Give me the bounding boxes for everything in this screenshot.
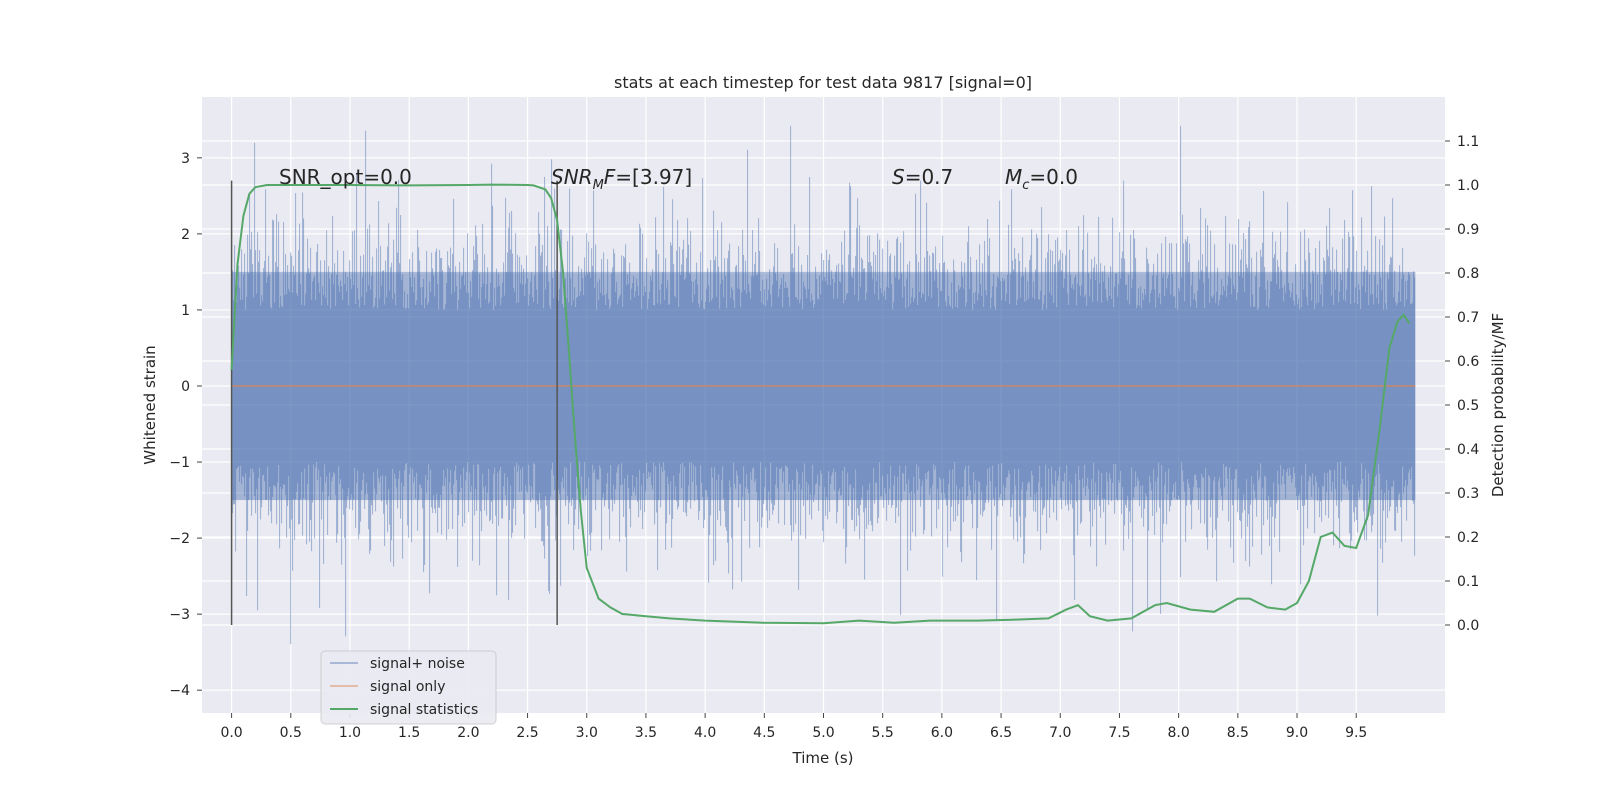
x-tick-label: 0.5 [280, 725, 302, 741]
y-left-tick-label: 2 [181, 227, 190, 243]
x-tick-label: 9.0 [1286, 725, 1308, 741]
y-right-tick-label: 0.6 [1457, 354, 1479, 370]
annotation-s: S=0.7 [892, 165, 953, 189]
y-left-tick-label: 3 [181, 151, 190, 167]
y-right-tick-label: 0.8 [1457, 266, 1479, 282]
y-right-tick-labels: 1.1 1.0 0.9 0.8 0.7 0.6 0.5 0.4 0.3 0.2 0.1 0.0 [1445, 134, 1479, 634]
x-tick-label: 5.5 [872, 725, 894, 741]
y-right-tick-label: 0.3 [1457, 486, 1479, 502]
x-tick-label: 7.0 [1049, 725, 1071, 741]
x-tick-label: 8.0 [1168, 725, 1190, 741]
y-left-tick-label: 0 [181, 379, 190, 395]
y-right-tick-label: 0.4 [1457, 442, 1479, 458]
y-right-tick-label: 1.0 [1457, 178, 1479, 194]
x-tick-label: 0.0 [220, 725, 242, 741]
x-tick-labels: 0.0 0.5 1.0 1.5 2.0 2.5 3.0 3.5 4.0 4.5 5.0 5.5 6.0 6… [220, 713, 1367, 741]
y-right-tick-label: 1.1 [1457, 134, 1479, 150]
y-right-tick-label: 0.5 [1457, 398, 1479, 414]
legend-box [320, 650, 497, 725]
y-right-axis-label: Detection probability/MF [1489, 313, 1507, 497]
annotation-mc: Mc=0.0 [1005, 165, 1078, 193]
y-left-tick-label: −4 [169, 683, 190, 699]
y-left-tick-labels: 3 2 1 0 −1 −2 −3 −4 [169, 151, 202, 699]
vertical-markers [230, 180, 558, 625]
x-tick-label: 4.5 [753, 725, 775, 741]
x-tick-label: 8.5 [1227, 725, 1249, 741]
y-left-axis-label: Whitened strain [141, 345, 159, 464]
y-right-tick-label: 0.9 [1457, 222, 1479, 238]
x-tick-label: 7.5 [1108, 725, 1130, 741]
y-right-tick-label: 0.0 [1457, 618, 1479, 634]
x-tick-label: 5.0 [812, 725, 834, 741]
legend-label-signal-noise: signal+ noise [370, 656, 465, 672]
x-tick-label: 2.0 [457, 725, 479, 741]
legend: signal+ noise signal only signal statist… [320, 650, 497, 725]
x-tick-label: 9.5 [1345, 725, 1367, 741]
chart-title: stats at each timestep for test data 981… [614, 73, 1032, 92]
x-tick-label: 1.5 [398, 725, 420, 741]
x-tick-label: 6.0 [931, 725, 953, 741]
annotation-snr-mf: SNRMF=[3.97] [551, 165, 692, 193]
x-tick-label: 3.5 [635, 725, 657, 741]
signal-statistics-series [230, 183, 1411, 625]
annotation-snr-opt: SNR_opt=0.0 [279, 165, 412, 189]
y-left-tick-label: 1 [181, 303, 190, 319]
y-right-tick-label: 0.7 [1457, 310, 1479, 326]
y-right-tick-label: 0.1 [1457, 574, 1479, 590]
y-left-tick-label: −1 [169, 455, 190, 471]
x-tick-label: 4.0 [694, 725, 716, 741]
y-right-tick-label: 0.2 [1457, 530, 1479, 546]
x-tick-label: 3.0 [576, 725, 598, 741]
y-left-tick-label: −3 [169, 607, 190, 623]
legend-label-signal-statistics: signal statistics [370, 702, 478, 718]
x-axis-label: Time (s) [792, 749, 854, 767]
x-tick-label: 6.5 [990, 725, 1012, 741]
x-tick-label: 1.0 [339, 725, 361, 741]
legend-label-signal-only: signal only [370, 679, 445, 695]
x-tick-label: 2.5 [516, 725, 538, 741]
y-left-tick-label: −2 [169, 531, 190, 547]
